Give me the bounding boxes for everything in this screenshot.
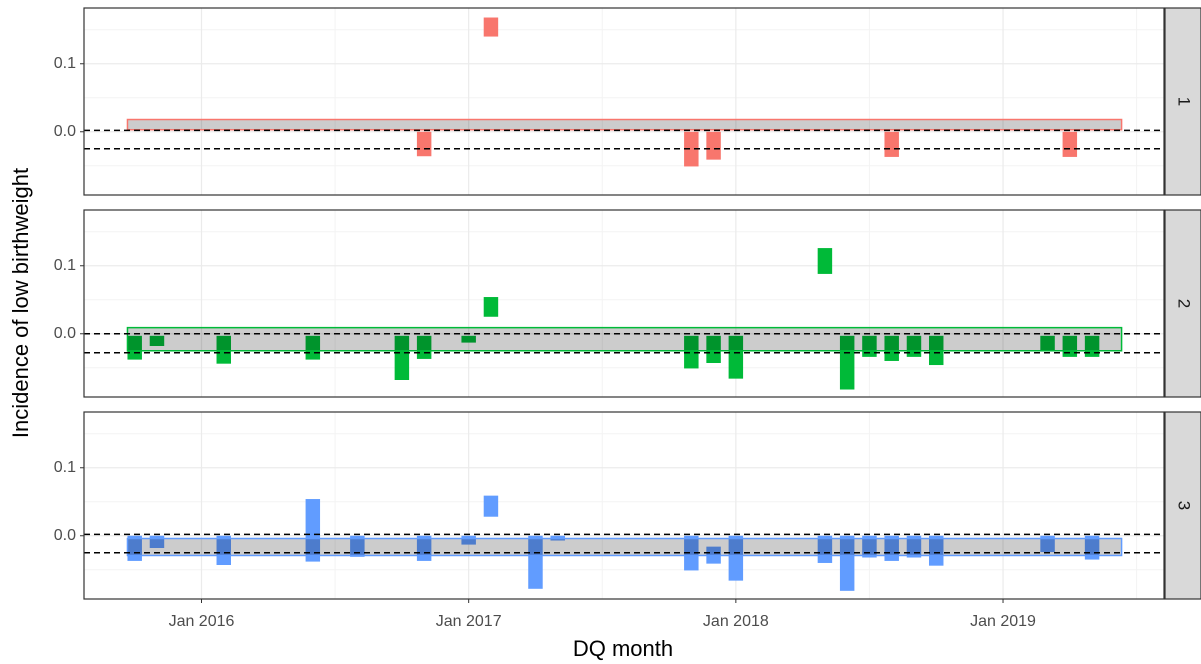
band	[126, 537, 1123, 557]
range-bar	[684, 535, 699, 571]
y-tick-label: 0.0	[54, 325, 76, 342]
range-bar	[461, 535, 476, 545]
range-bar	[862, 335, 877, 357]
x-tick-label: Jan 2019	[970, 613, 1036, 630]
range-bar	[1062, 131, 1078, 157]
range-bar	[728, 535, 744, 581]
strip	[1164, 411, 1201, 600]
range-bar	[216, 335, 231, 364]
y-tick-label: 0.1	[54, 257, 76, 274]
range-bar	[1040, 535, 1055, 553]
strip-label: 1	[1175, 97, 1194, 106]
x-tick-label: Jan 2017	[436, 613, 502, 630]
strip	[1164, 209, 1201, 398]
range-bar	[839, 535, 855, 591]
range-bar	[706, 131, 721, 160]
range-bar	[817, 248, 833, 274]
range-bar	[127, 535, 142, 561]
range-bar	[684, 335, 699, 369]
range-bar	[483, 17, 499, 37]
x-axis-label: DQ month	[573, 636, 673, 661]
x-tick-label: Jan 2016	[169, 613, 235, 630]
range-bar	[1040, 335, 1055, 352]
range-bar	[216, 535, 231, 565]
panel-background	[84, 8, 1164, 195]
range-bar	[928, 535, 944, 566]
y-tick-label: 0.0	[54, 527, 76, 544]
range-bar	[706, 335, 721, 363]
panel-background	[84, 412, 1164, 599]
panel-border	[83, 209, 1165, 398]
panel-border	[83, 411, 1165, 600]
range-bar	[684, 131, 699, 167]
x-tick-label: Jan 2018	[703, 613, 769, 630]
y-tick-label: 0.1	[54, 459, 76, 476]
range-bar	[1084, 335, 1100, 357]
range-bar	[884, 335, 899, 361]
range-bar	[149, 335, 165, 346]
band	[126, 326, 1123, 352]
range-bar	[884, 131, 899, 157]
range-bar	[528, 535, 543, 589]
range-bar	[416, 131, 432, 157]
range-bar	[839, 335, 855, 390]
strip	[1164, 7, 1201, 196]
range-bar	[1062, 335, 1078, 357]
range-bar	[1084, 535, 1100, 560]
range-bar	[483, 297, 499, 317]
strip-label: 3	[1175, 501, 1194, 510]
range-bar	[394, 335, 410, 380]
range-bar	[728, 335, 744, 379]
range-bar	[483, 495, 499, 517]
panel-background	[84, 210, 1164, 397]
range-bar	[305, 335, 321, 360]
range-bar	[127, 335, 142, 360]
range-bar	[906, 335, 922, 357]
range-bar	[884, 535, 899, 561]
range-bar	[416, 535, 432, 561]
panel-border	[83, 7, 1165, 196]
range-bar	[461, 335, 476, 343]
y-tick-label: 0.0	[54, 123, 76, 140]
range-bar	[350, 535, 365, 557]
y-axis-label: Incidence of low birthweight	[8, 168, 33, 438]
range-bar	[305, 499, 321, 562]
y-tick-label: 0.1	[54, 55, 76, 72]
band	[126, 118, 1123, 131]
strip-label: 2	[1175, 299, 1194, 308]
